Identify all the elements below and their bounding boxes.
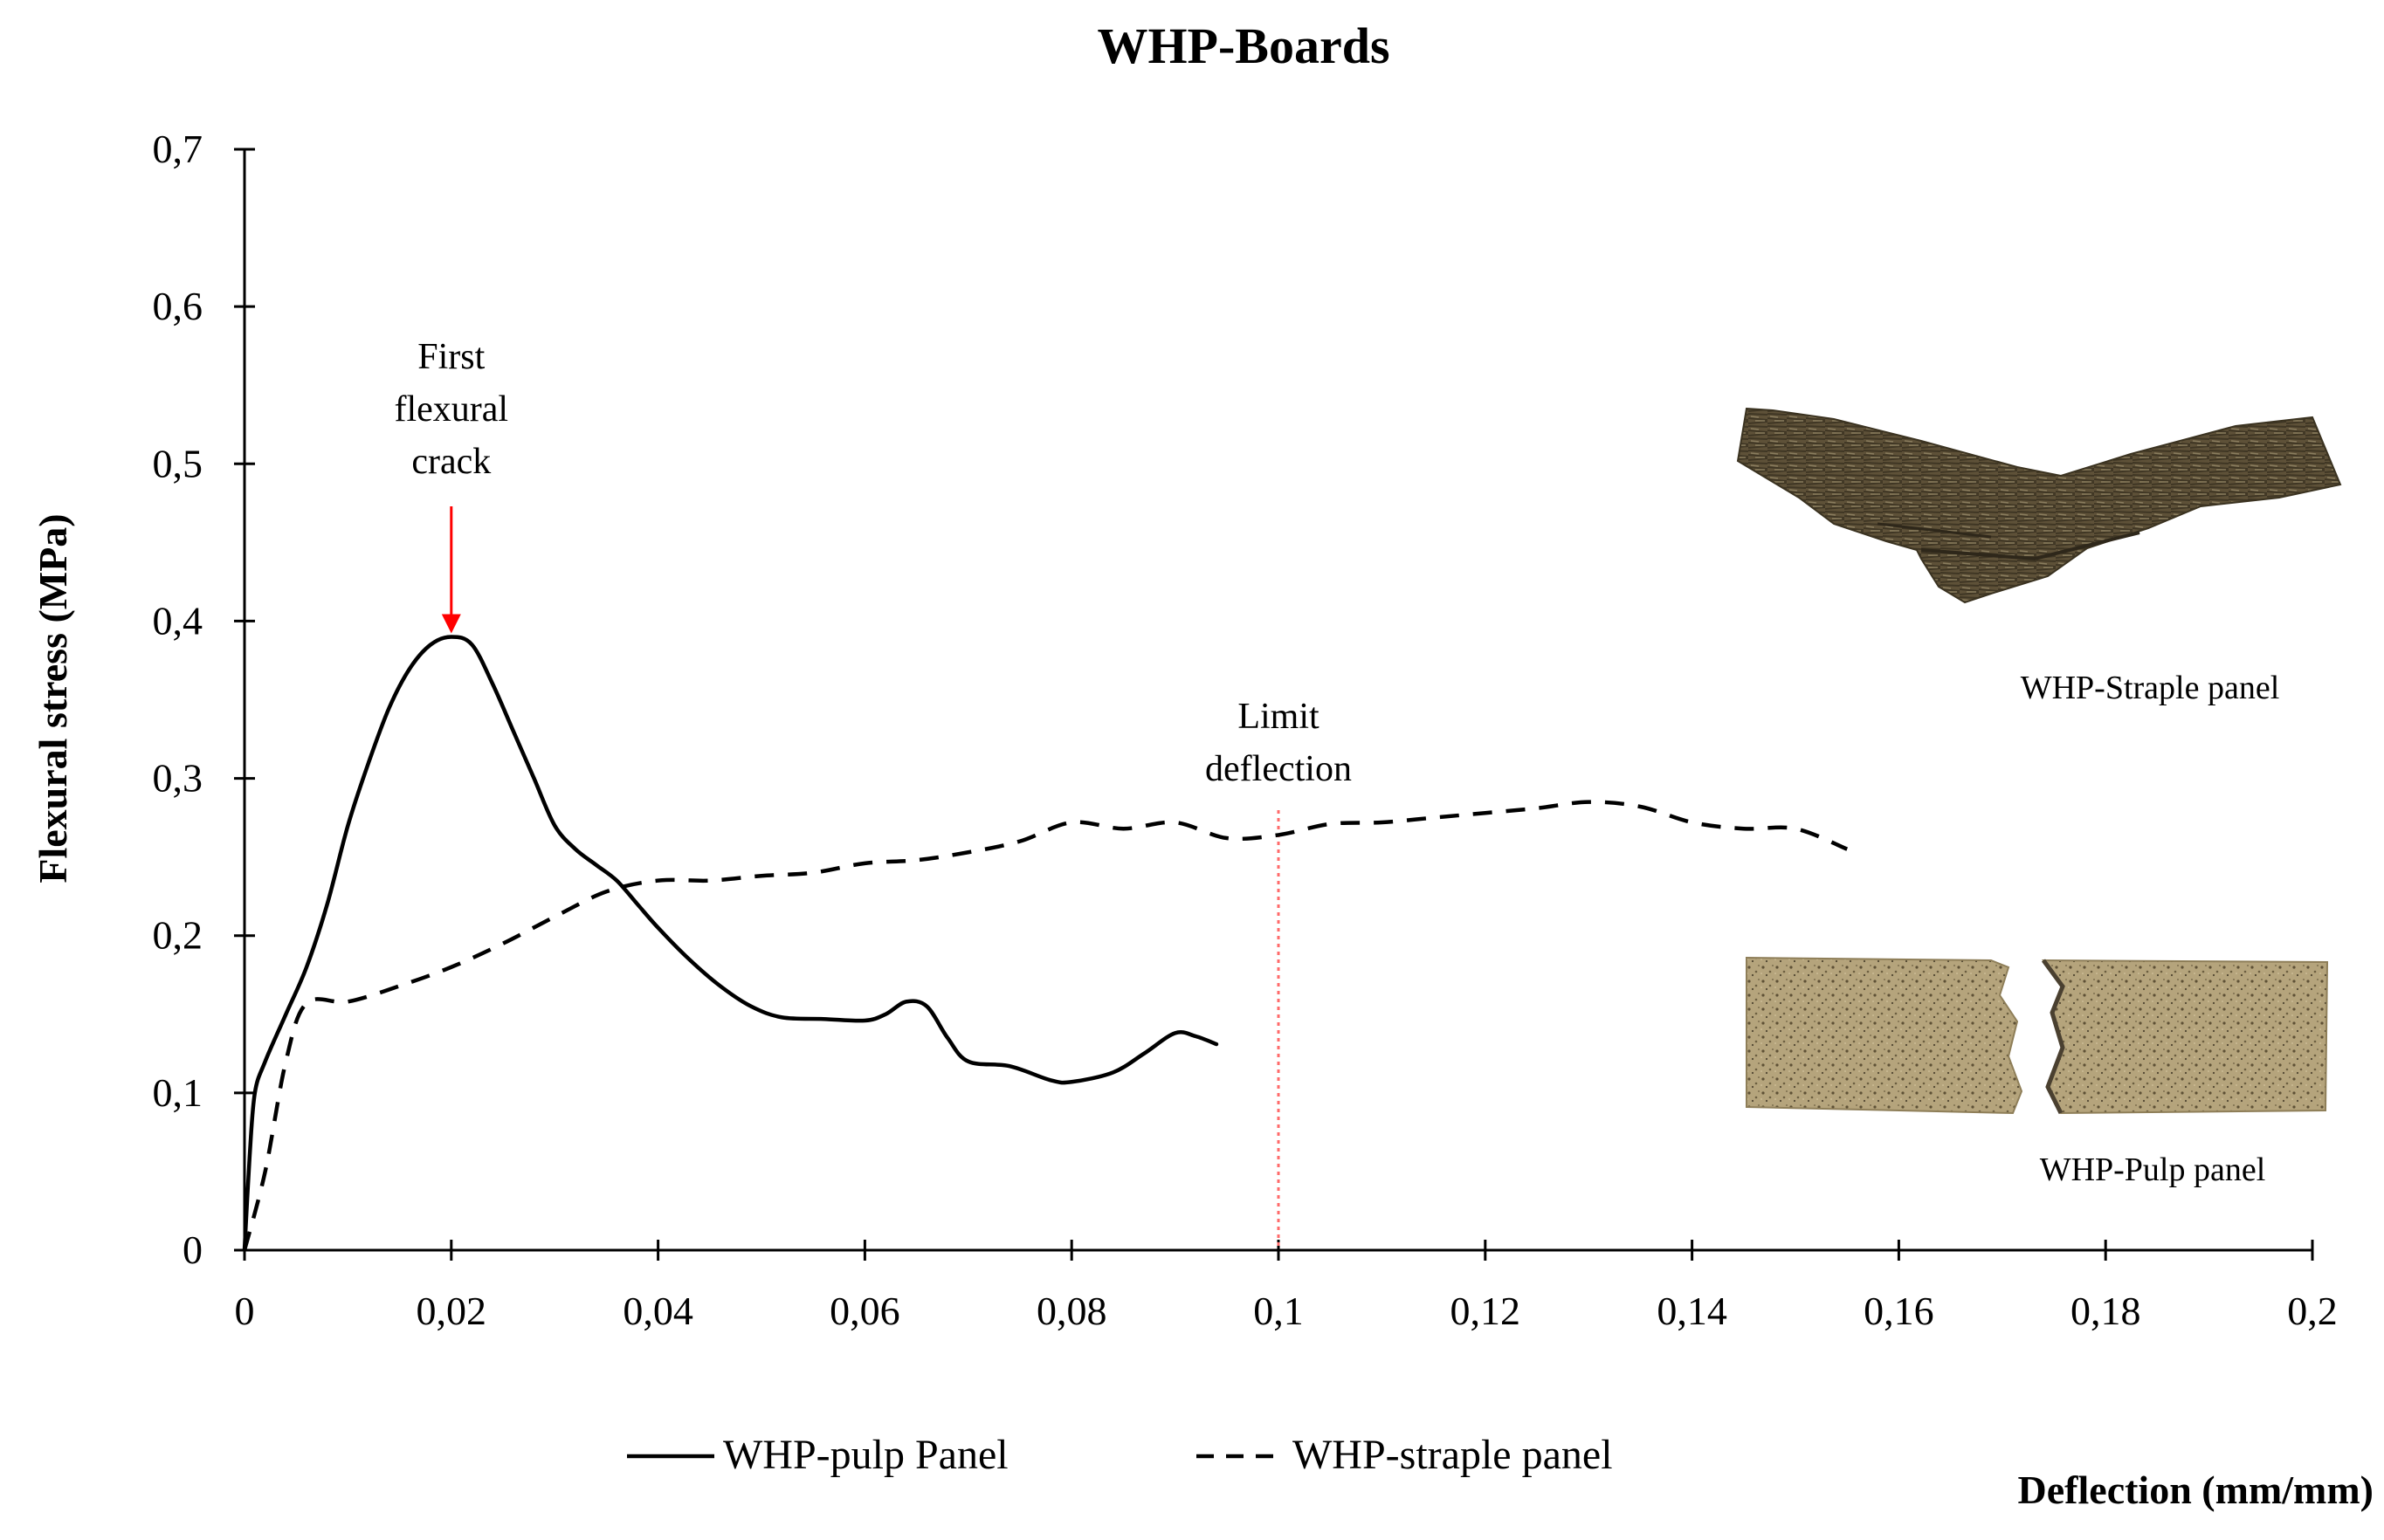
straple-panel-photo <box>1736 407 2342 604</box>
first-crack-arrow-head <box>441 614 461 634</box>
series-line-whp-pulp-panel <box>242 635 1219 1253</box>
y-tick-label: 0,7 <box>153 127 203 171</box>
y-tick-label: 0,5 <box>153 441 203 485</box>
x-tick-label: 0,12 <box>1450 1289 1521 1333</box>
legend: WHP-pulp Panel WHP-straple panel <box>627 1432 1613 1478</box>
chart-title: WHP-Boards <box>1097 17 1389 74</box>
x-tick-label: 0,02 <box>417 1289 487 1333</box>
y-tick-label: 0,3 <box>153 756 203 801</box>
x-tick-label: 0,08 <box>1037 1289 1107 1333</box>
x-tick-label: 0,2 <box>2287 1289 2338 1333</box>
y-tick-label: 0,1 <box>153 1070 203 1115</box>
x-tick-label: 0,14 <box>1657 1289 1727 1333</box>
x-tick-label: 0,18 <box>2070 1289 2141 1333</box>
legend-label-whp-straple-panel: WHP-straple panel <box>1292 1432 1613 1478</box>
limit-deflection-annotation: Limit deflection <box>1205 697 1352 789</box>
pulp-panel-photo <box>1746 956 2329 1115</box>
y-tick-label: 0,6 <box>153 284 203 328</box>
straple-panel-caption: WHP-Straple panel <box>2021 670 2280 706</box>
y-tick-label: 0,4 <box>153 598 203 643</box>
x-tick-label: 0,04 <box>623 1289 693 1333</box>
x-axis-label: Deflection (mm/mm) <box>2018 1468 2374 1512</box>
x-tick-label: 0,16 <box>1864 1289 1934 1333</box>
series-line-whp-straple-panel <box>242 800 1849 1251</box>
pulp-panel-caption: WHP-Pulp panel <box>2040 1152 2266 1188</box>
x-tick-label: 0,1 <box>1253 1289 1304 1333</box>
first-crack-annotation: First flexural crack <box>395 337 509 482</box>
x-tick-label: 0,06 <box>830 1289 900 1333</box>
y-tick-label: 0,2 <box>153 913 203 958</box>
x-tick-label: 0 <box>235 1289 255 1333</box>
y-axis-label: Flexural stress (MPa) <box>31 513 75 883</box>
y-tick-label: 0 <box>183 1227 203 1272</box>
legend-label-whp-pulp-panel: WHP-pulp Panel <box>723 1432 1009 1478</box>
